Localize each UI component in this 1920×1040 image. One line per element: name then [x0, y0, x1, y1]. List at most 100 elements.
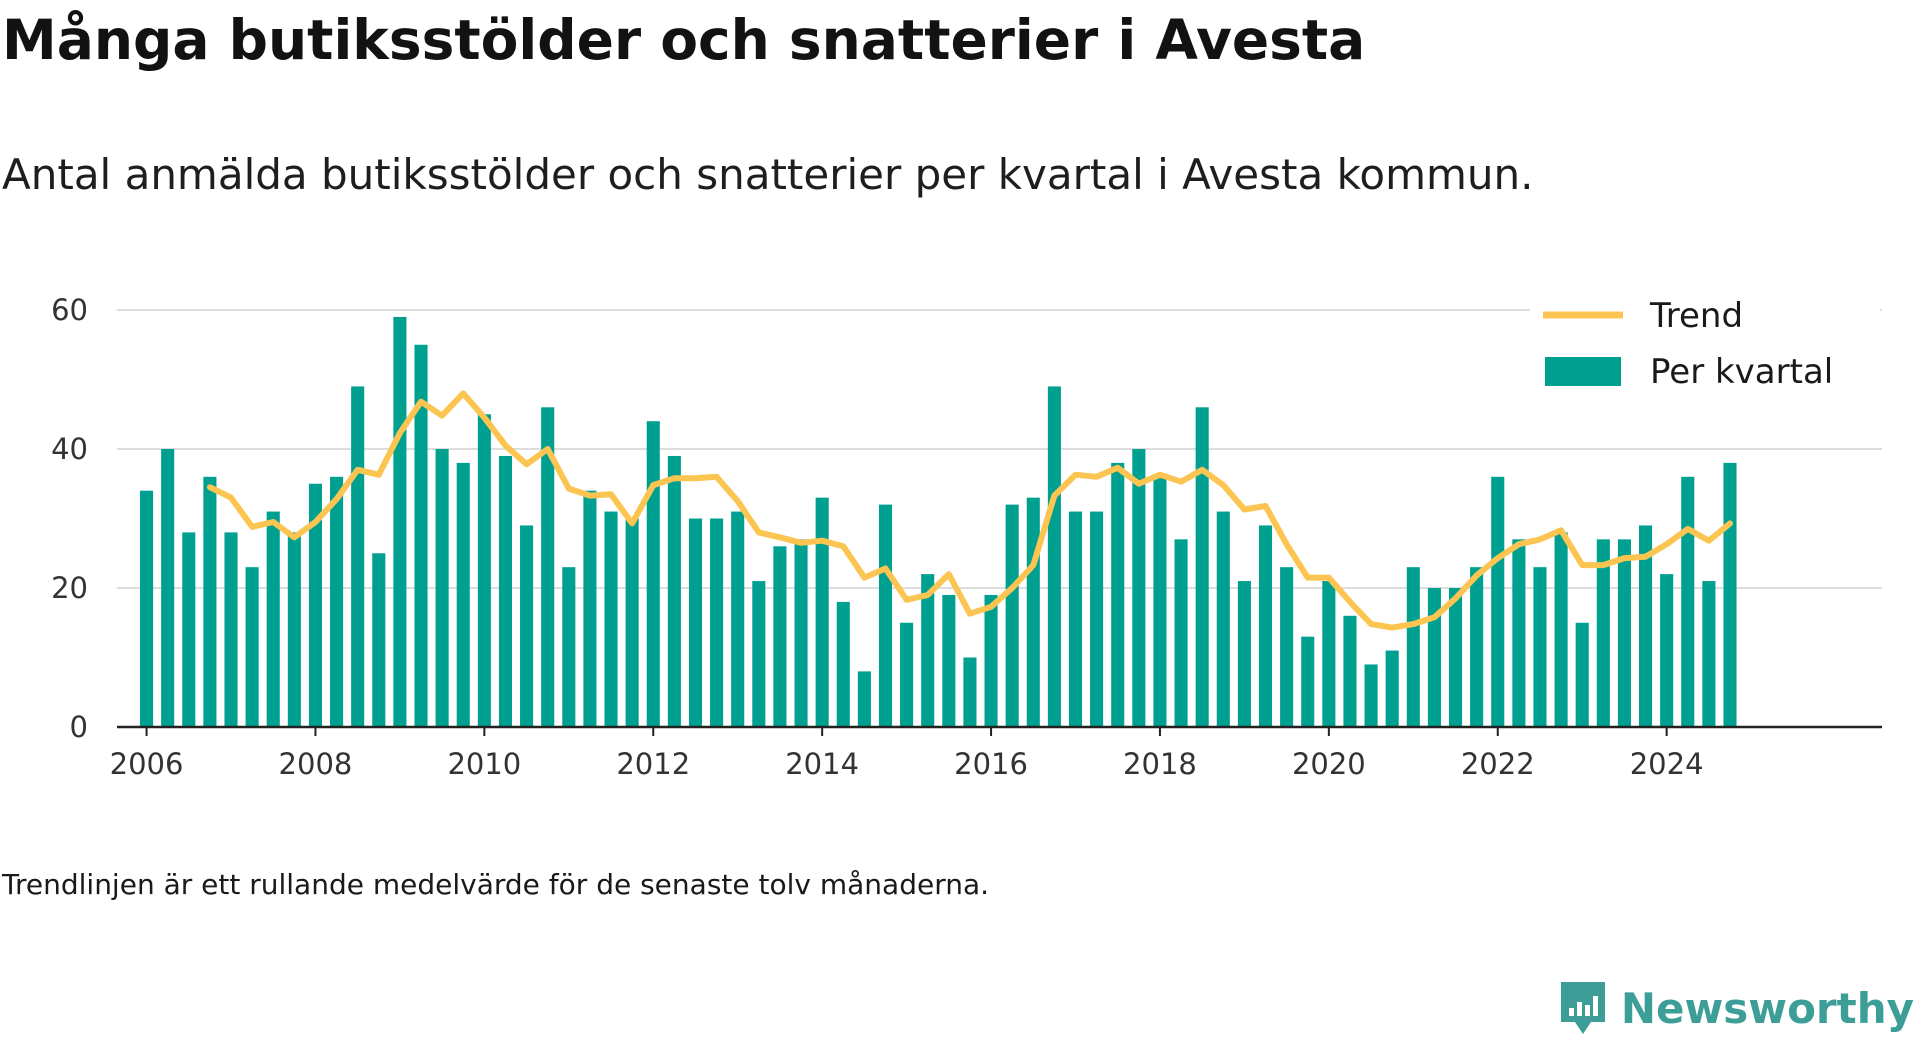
bar — [1216, 511, 1230, 727]
y-tick-label: 20 — [51, 571, 88, 605]
bar — [1385, 650, 1399, 727]
bar — [731, 511, 745, 727]
chart-title: Många butiksstölder och snatterier i Ave… — [2, 8, 1366, 72]
bar — [1343, 615, 1357, 727]
bar — [1258, 525, 1273, 727]
chart: 0 20 40 60 2006 2008 2010 2012 2014 2016 2018 2020… — [51, 293, 1882, 781]
bar — [688, 518, 703, 727]
newsworthy-logo-icon — [1560, 982, 1605, 1034]
bar — [984, 594, 998, 727]
x-tick-label: 2016 — [954, 747, 1028, 781]
bar — [351, 386, 365, 727]
bar — [1596, 539, 1610, 727]
bar — [245, 567, 259, 727]
bar — [1512, 539, 1526, 727]
bar — [1237, 581, 1251, 727]
bar — [1681, 476, 1695, 727]
bar — [477, 414, 491, 727]
legend: Trend Per kvartal — [1530, 296, 1880, 420]
bar — [815, 497, 829, 727]
bar — [921, 574, 935, 727]
chart-subtitle: Antal anmälda butiksstölder och snatteri… — [2, 150, 1534, 199]
bar — [287, 532, 301, 727]
bar — [1174, 539, 1188, 727]
y-tick-label: 40 — [51, 432, 88, 466]
bar — [330, 476, 344, 727]
bar — [900, 622, 914, 727]
bar — [583, 490, 597, 727]
bar — [1132, 449, 1146, 727]
bar — [520, 525, 534, 727]
x-tick-label: 2006 — [110, 747, 184, 781]
legend-bars-label: Per kvartal — [1650, 352, 1833, 392]
bar — [1322, 581, 1336, 727]
bar — [1533, 567, 1547, 727]
bar — [1195, 407, 1209, 727]
x-tick-label: 2012 — [616, 747, 690, 781]
bars — [140, 316, 1737, 727]
bar — [161, 449, 175, 727]
legend-trend-label: Trend — [1649, 296, 1743, 336]
x-tick-label: 2024 — [1630, 747, 1704, 781]
bar — [224, 532, 238, 727]
bar — [1617, 539, 1631, 727]
bar — [1470, 567, 1484, 727]
bar — [942, 594, 956, 727]
bar — [562, 567, 576, 727]
bar — [1575, 622, 1589, 727]
bar — [372, 553, 386, 727]
bar — [1702, 581, 1716, 727]
bar — [794, 539, 808, 727]
footnote: Trendlinjen är ett rullande medelvärde f… — [2, 868, 990, 901]
bar — [773, 546, 787, 727]
bar — [308, 483, 323, 727]
bar — [1554, 532, 1568, 727]
bar — [1491, 476, 1505, 727]
bar — [1090, 511, 1104, 727]
bar — [1005, 504, 1019, 727]
bar — [752, 581, 766, 727]
y-tick-label: 60 — [51, 293, 88, 327]
bar — [1280, 567, 1294, 727]
bar — [498, 455, 513, 727]
bar — [604, 511, 618, 727]
y-tick-label: 0 — [70, 710, 88, 744]
bar — [625, 518, 639, 727]
trend-layer — [206, 390, 1733, 631]
bar — [1660, 574, 1674, 727]
bar — [1723, 462, 1737, 727]
brand-name: Newsworthy — [1620, 983, 1914, 1033]
x-tick-label: 2018 — [1123, 747, 1197, 781]
x-tick-label: 2014 — [785, 747, 859, 781]
bar — [667, 455, 681, 727]
bar — [1427, 588, 1441, 727]
bar — [963, 657, 977, 727]
x-tick-label: 2020 — [1292, 747, 1366, 781]
bar — [266, 511, 280, 727]
bar — [1026, 497, 1040, 727]
bar — [414, 344, 428, 727]
bar — [140, 490, 154, 727]
bar — [1047, 386, 1061, 727]
bar — [435, 449, 449, 727]
bar — [182, 532, 196, 727]
y-tick-labels: 0 20 40 60 — [51, 293, 88, 744]
bar — [646, 421, 660, 727]
bar — [836, 601, 850, 727]
trend-line — [206, 390, 1733, 631]
bar — [1406, 567, 1420, 727]
bar — [393, 316, 407, 727]
bar — [1153, 476, 1167, 727]
bar — [456, 462, 470, 727]
bar — [878, 504, 893, 727]
x-tick-label: 2022 — [1461, 747, 1535, 781]
bar — [857, 671, 871, 727]
brand: Newsworthy — [1557, 978, 1914, 1038]
x-tick-label: 2008 — [279, 747, 353, 781]
x-tick-label: 2010 — [447, 747, 521, 781]
bar — [1364, 664, 1378, 727]
bar — [1638, 525, 1653, 727]
bar — [203, 476, 217, 727]
bar — [541, 407, 555, 727]
bar — [1301, 636, 1315, 727]
